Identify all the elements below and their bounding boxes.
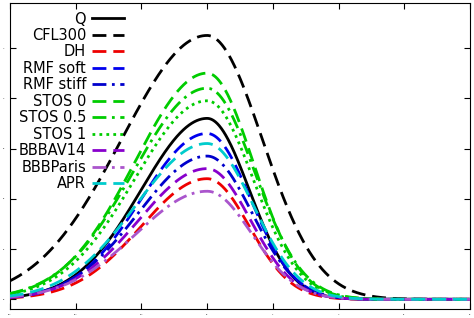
Legend: Q, CFL300, DH, RMF soft, RMF stiff, STOS 0, STOS 0.5, STOS 1, BBBAV14, BBBParis,: Q, CFL300, DH, RMF soft, RMF stiff, STOS… [17,10,126,193]
